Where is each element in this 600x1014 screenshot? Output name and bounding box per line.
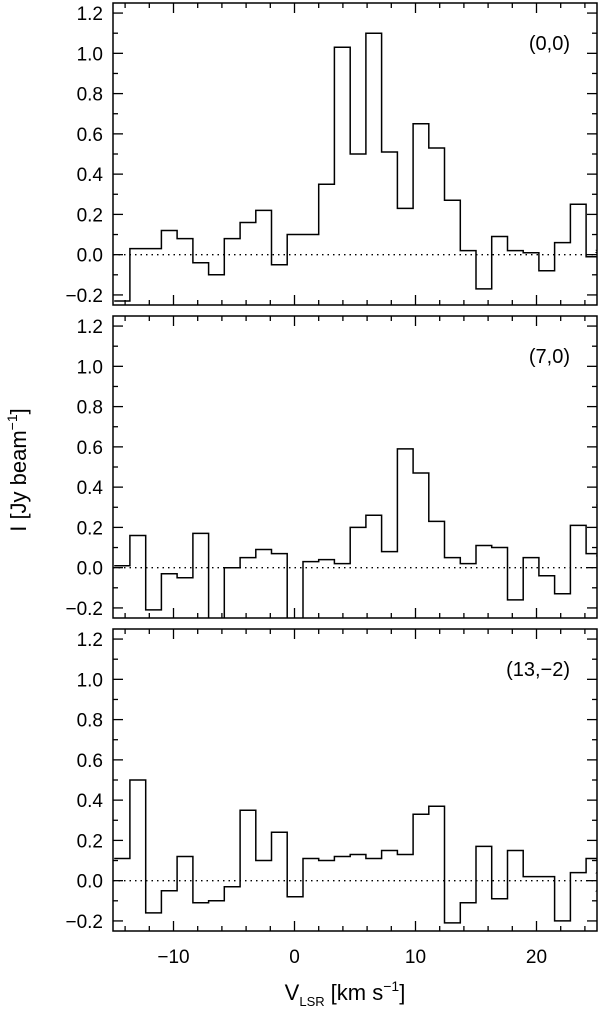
y-tick-label: 0.8 bbox=[77, 85, 103, 106]
y-tick-label: 0.0 bbox=[77, 246, 103, 267]
y-axis-title-sup: −1 bbox=[4, 414, 20, 430]
panel-3: −0.2 0.0 0.2 0.4 0.6 0.8 1.0 1.2 −10 0 10 20 (13,−2) bbox=[65, 628, 598, 968]
y-tick-label: 0.4 bbox=[77, 791, 104, 812]
x-axis-title-sub: LSR bbox=[299, 994, 324, 1009]
series-line-2 bbox=[114, 448, 597, 618]
x-tick-label: 20 bbox=[526, 947, 547, 968]
y-tick-label: 0.8 bbox=[77, 398, 103, 419]
x-axis-title-sup: −1 bbox=[383, 978, 399, 994]
panel-frame bbox=[112, 315, 598, 619]
y-tick-label: 0.4 bbox=[77, 478, 104, 499]
y-tick-label: 0.2 bbox=[77, 518, 103, 539]
y-tick-label: 0.6 bbox=[77, 125, 103, 146]
panel-label: (13,−2) bbox=[506, 659, 570, 681]
series-line-3 bbox=[114, 779, 597, 924]
y-tick-label: −0.2 bbox=[65, 599, 103, 620]
y-axis-title-text: I [Jy beam−1] bbox=[4, 408, 31, 532]
x-axis-title-main: V bbox=[285, 980, 300, 1005]
panel-2: −0.2 0.0 0.2 0.4 0.6 0.8 1.0 1.2 (7,0) bbox=[65, 315, 598, 620]
x-tick-label: 10 bbox=[405, 947, 426, 968]
x-axis-title-close: ] bbox=[399, 980, 405, 1005]
y-tick-label: 0.2 bbox=[77, 205, 103, 226]
y-tick-label: −0.2 bbox=[65, 286, 103, 307]
x-axis-title-unit: [km s bbox=[331, 980, 384, 1005]
y-axis-title-main: I [Jy beam bbox=[6, 430, 31, 531]
y-tick-label: 0.0 bbox=[77, 872, 103, 893]
x-axis-title: VLSR [km s−1] bbox=[285, 978, 406, 1009]
panel-label: (0,0) bbox=[529, 33, 570, 55]
y-tick-label: 1.2 bbox=[77, 317, 103, 338]
y-tick-label: 1.0 bbox=[77, 44, 103, 65]
y-tick-label: −0.2 bbox=[65, 912, 103, 933]
panel-label: (7,0) bbox=[529, 346, 570, 368]
x-tick-label: 0 bbox=[289, 947, 300, 968]
y-tick-label: 0.0 bbox=[77, 559, 103, 580]
y-tick-label: 0.4 bbox=[77, 165, 104, 186]
y-tick-label: 0.8 bbox=[77, 711, 103, 732]
panel-1: −0.2 0.0 0.2 0.4 0.6 0.8 1.0 1.2 (0,0) bbox=[65, 2, 598, 307]
y-tick-label: 1.0 bbox=[77, 357, 103, 378]
y-tick-label: 1.0 bbox=[77, 670, 103, 691]
y-tick-label: 1.2 bbox=[77, 630, 103, 651]
panels-group: −0.2 0.0 0.2 0.4 0.6 0.8 1.0 1.2 (0,0) −0.2 0.0 0.2… bbox=[65, 2, 598, 968]
y-tick-label: 0.6 bbox=[77, 751, 103, 772]
series-line-1 bbox=[114, 32, 597, 302]
y-tick-label: 1.2 bbox=[77, 4, 103, 25]
x-tick-label: −10 bbox=[157, 947, 189, 968]
y-axis-title: I [Jy beam−1] bbox=[4, 408, 31, 532]
y-axis-title-close: ] bbox=[6, 408, 31, 414]
y-tick-label: 0.6 bbox=[77, 438, 103, 459]
y-tick-label: 0.2 bbox=[77, 831, 103, 852]
